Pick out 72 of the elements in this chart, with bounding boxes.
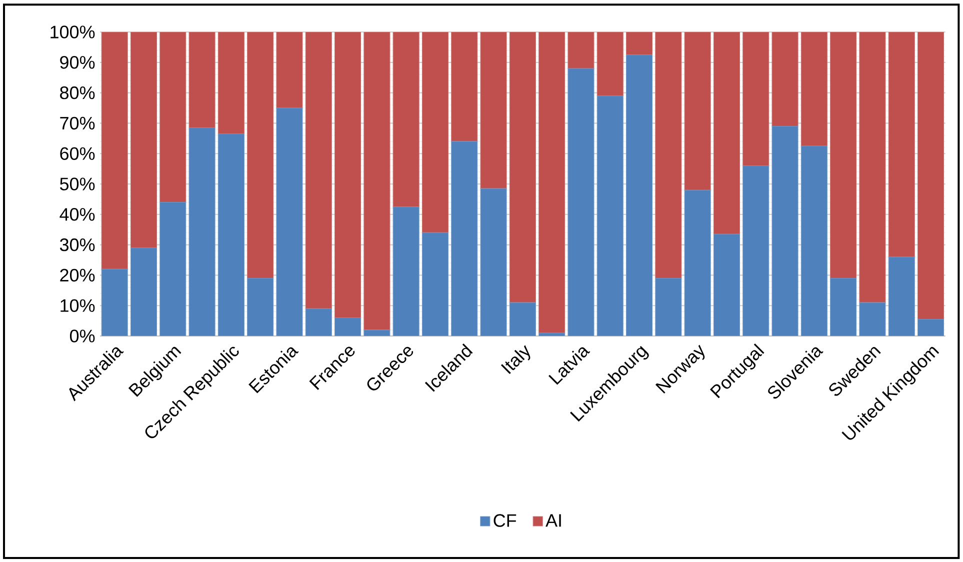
bar — [888, 256, 915, 336]
bar — [830, 32, 857, 279]
bar — [422, 32, 448, 233]
bar — [422, 232, 448, 336]
bar — [859, 302, 886, 336]
bar — [451, 141, 478, 336]
bar — [247, 278, 274, 336]
bar — [130, 32, 157, 248]
legend-label: AI — [546, 514, 561, 527]
bar — [276, 108, 303, 336]
bar — [160, 202, 186, 336]
y-tick-label: 90% — [60, 56, 95, 69]
bar — [188, 32, 216, 128]
bar — [101, 268, 128, 336]
bar — [218, 32, 244, 134]
bar — [247, 32, 274, 279]
bar — [276, 32, 303, 108]
x-tick-label: Italy — [500, 345, 530, 374]
bar — [684, 190, 711, 336]
bar — [596, 32, 624, 96]
bar — [684, 32, 711, 190]
bar — [509, 302, 536, 336]
y-tick-label: 30% — [60, 238, 95, 252]
bar — [364, 32, 390, 330]
y-tick-label: 10% — [60, 299, 95, 312]
bar — [364, 330, 390, 336]
bar — [509, 32, 536, 303]
bar — [334, 317, 362, 336]
bar — [480, 188, 507, 336]
bar — [392, 32, 420, 208]
y-tick-label: 0% — [70, 330, 95, 342]
bar — [655, 278, 682, 336]
bar — [568, 68, 594, 336]
y-tick-label: 100% — [50, 26, 95, 38]
bar — [917, 32, 944, 320]
bar — [742, 32, 770, 166]
bar — [130, 248, 157, 336]
bar — [305, 308, 332, 336]
bar — [772, 126, 798, 336]
bar — [626, 54, 653, 336]
bar — [655, 32, 682, 279]
y-tick-label: 60% — [60, 147, 95, 160]
y-tick-label: 20% — [60, 268, 95, 282]
bar — [451, 32, 478, 142]
bar — [101, 32, 128, 270]
bar — [800, 32, 828, 146]
bar — [334, 32, 362, 318]
y-tick-label: 70% — [60, 116, 95, 130]
bar — [626, 32, 653, 56]
y-tick-label: 80% — [60, 86, 95, 100]
bar — [218, 134, 244, 336]
bar — [188, 127, 216, 336]
bar — [568, 32, 594, 69]
y-tick-label: 40% — [60, 208, 95, 221]
y-tick-label: 50% — [60, 178, 95, 190]
bar — [888, 32, 915, 258]
bar — [830, 278, 857, 336]
bar — [713, 32, 740, 234]
bar — [305, 32, 332, 309]
bar — [596, 96, 624, 336]
bar — [772, 32, 798, 127]
bar — [160, 32, 186, 203]
bar — [742, 165, 770, 336]
bar — [538, 32, 566, 334]
bar — [713, 234, 740, 336]
bar — [800, 146, 828, 336]
bar — [538, 332, 566, 336]
bar — [859, 32, 886, 303]
legend-label: CF — [494, 514, 516, 527]
bar — [480, 32, 507, 189]
bar — [917, 319, 944, 336]
bar — [392, 206, 420, 336]
